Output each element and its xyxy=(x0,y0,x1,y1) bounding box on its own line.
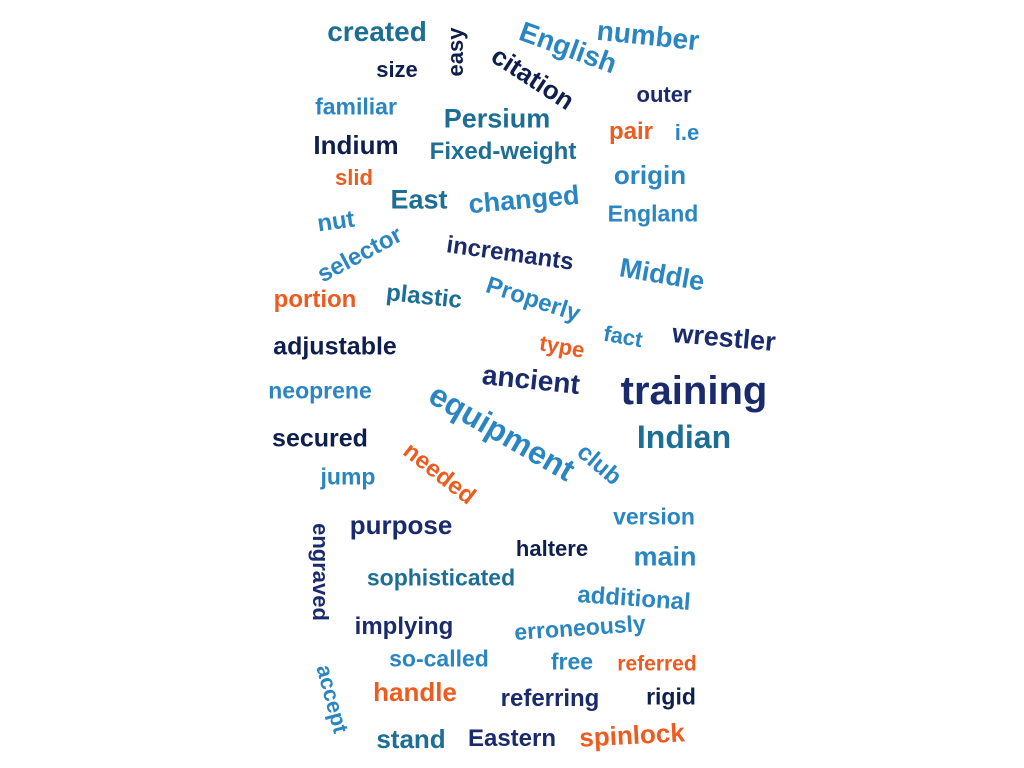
word-erroneously: erroneously xyxy=(513,609,647,646)
word-indium: Indium xyxy=(313,130,399,160)
word-version: version xyxy=(613,503,695,530)
word-purpose: purpose xyxy=(349,510,453,540)
word-wrestler: wrestler xyxy=(671,318,777,357)
word-so-called: so-called xyxy=(389,645,489,672)
word-incremants: incremants xyxy=(444,231,576,276)
word-ancient: ancient xyxy=(480,358,582,401)
word-implying: implying xyxy=(354,613,454,640)
word-free: free xyxy=(550,648,594,675)
word-properly: Properly xyxy=(482,271,584,328)
word-persium: Persium xyxy=(443,103,551,134)
word-haltere: haltere xyxy=(515,536,589,561)
word-referred: referred xyxy=(617,652,697,676)
word-referring: referring xyxy=(500,685,600,712)
word-slid: slid xyxy=(335,165,373,190)
word-easy: easy xyxy=(443,27,468,77)
word-stand: stand xyxy=(376,724,446,754)
word-spinlock: spinlock xyxy=(578,717,686,753)
word-sophisticated: sophisticated xyxy=(366,564,516,591)
word-adjustable: adjustable xyxy=(273,332,397,361)
word-handle: handle xyxy=(373,677,457,707)
word-needed: needed xyxy=(397,437,481,511)
word-indian: Indian xyxy=(636,419,732,455)
word-origin: origin xyxy=(613,160,687,190)
word-familiar: familiar xyxy=(315,93,397,120)
word-size: size xyxy=(376,57,418,82)
word-i-e: i.e xyxy=(674,120,700,145)
word-east: East xyxy=(390,184,448,215)
word-training: training xyxy=(620,369,768,413)
word-type: type xyxy=(537,330,587,363)
word-fixed-weight: Fixed-weight xyxy=(429,138,577,165)
word-plastic: plastic xyxy=(384,279,464,314)
word-fact: fact xyxy=(601,320,645,353)
word-pair: pair xyxy=(608,118,654,145)
word-outer: outer xyxy=(636,82,692,107)
word-neoprene: neoprene xyxy=(268,377,372,404)
word-portion: portion xyxy=(273,286,357,313)
word-engraved: engraved xyxy=(308,523,333,621)
word-rigid: rigid xyxy=(646,683,696,710)
word-secured: secured xyxy=(272,424,368,453)
word-main: main xyxy=(633,541,697,572)
word-england: England xyxy=(607,200,699,227)
word-created: created xyxy=(327,16,427,47)
word-changed: changed xyxy=(467,179,581,220)
word-eastern: Eastern xyxy=(467,725,557,752)
word-club: club xyxy=(571,438,627,491)
word-accept: accept xyxy=(311,661,354,736)
word-nut: nut xyxy=(315,205,357,238)
word-jump: jump xyxy=(320,463,376,490)
word-middle: Middle xyxy=(617,252,707,297)
